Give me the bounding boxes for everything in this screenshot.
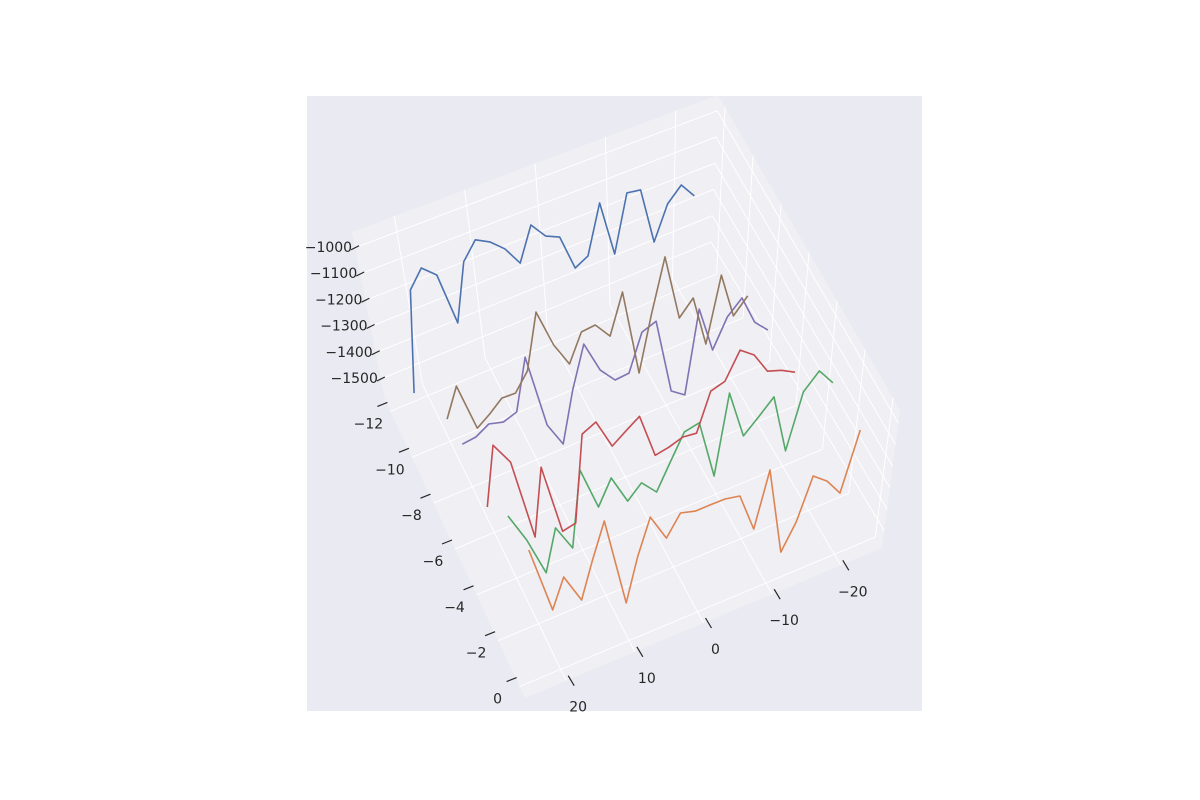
y-tick-label: 0 [493,692,502,708]
grid-line [711,215,888,510]
y-tick-label: −2 [466,646,487,662]
grid-line [604,137,611,306]
tick-mark [441,539,453,545]
z-tick-label: −1100 [310,266,357,282]
grid-line [874,397,894,538]
floor-pane [385,263,882,698]
tick-mark [398,447,410,453]
y-tick-label: −8 [401,508,422,524]
grid-line [769,204,782,362]
data-line [409,184,695,394]
tick-mark [361,297,370,303]
tick-mark [366,323,375,330]
grid-line [411,317,744,458]
data-line [461,297,769,445]
grid-line [393,216,423,385]
y-tick-label: −12 [354,416,384,432]
tick-mark [377,401,388,408]
grid-line [710,241,885,532]
grid-line [534,163,548,332]
grid-line [375,215,713,354]
grid-line [390,273,717,412]
tick-mark [376,376,386,382]
data-line [446,256,749,429]
grid-line [716,110,899,424]
data-line [507,370,834,574]
tick-mark [420,493,431,499]
z-tick-label: −1400 [325,345,372,361]
tick-mark [463,585,474,591]
grid-line [821,300,838,450]
tick-mark [842,559,850,571]
tick-mark [773,588,781,600]
y-tick-label: −10 [375,462,405,478]
x-tick-label: 0 [711,642,720,658]
data-line [528,429,862,611]
grid-line [464,189,486,358]
grid-line [519,536,876,687]
z-tick-label: −1200 [315,292,362,308]
x-tick-label: −20 [838,584,868,600]
grid-line [370,189,714,327]
grid-line [848,349,866,494]
grid-line [716,107,726,274]
x-tick-label: −10 [769,613,799,629]
grid-line [713,189,891,488]
data-line [486,349,796,538]
z-tick-label: −1500 [331,371,378,387]
grid-line [715,136,896,445]
grid-line [497,492,850,642]
z-tick-label: −1000 [305,240,352,256]
grid-line [354,110,718,249]
grid-line [380,241,712,380]
y-tick-label: −6 [423,554,444,570]
tick-mark [567,675,575,687]
grid-line [454,405,797,550]
tick-mark [484,631,496,637]
grid-line [742,155,754,318]
tick-mark [704,617,713,629]
grid-line [360,136,717,275]
tick-mark [506,676,517,683]
tick-mark [371,350,380,356]
tick-mark [355,271,365,277]
x-tick-label: 10 [638,671,656,687]
y-tick-label: −4 [444,600,465,616]
x-tick-label: 20 [569,700,587,716]
z-tick-label: −1300 [320,319,367,335]
grid-line [795,252,810,406]
tick-mark [350,245,360,251]
grid-line [714,162,894,467]
tick-mark [636,646,644,658]
